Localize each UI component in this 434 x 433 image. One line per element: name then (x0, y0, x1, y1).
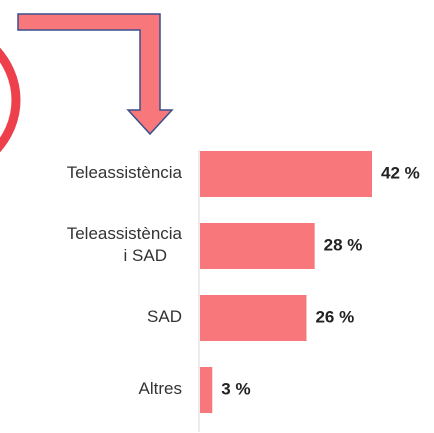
value-label: 26 % (315, 307, 354, 326)
value-label: 3 % (221, 379, 250, 398)
bar (200, 367, 213, 413)
bar (200, 151, 372, 197)
decor-circle (0, 47, 21, 153)
category-label: SAD (147, 307, 182, 326)
bar (200, 223, 315, 269)
category-label: Teleassistència (67, 163, 183, 182)
bar (200, 295, 307, 341)
decor-arrow (17, 13, 174, 136)
category-label: Teleassistència i SAD (67, 224, 183, 265)
category-label: Altres (139, 379, 182, 398)
value-label: 42 % (381, 163, 420, 182)
value-label: 28 % (324, 235, 363, 254)
